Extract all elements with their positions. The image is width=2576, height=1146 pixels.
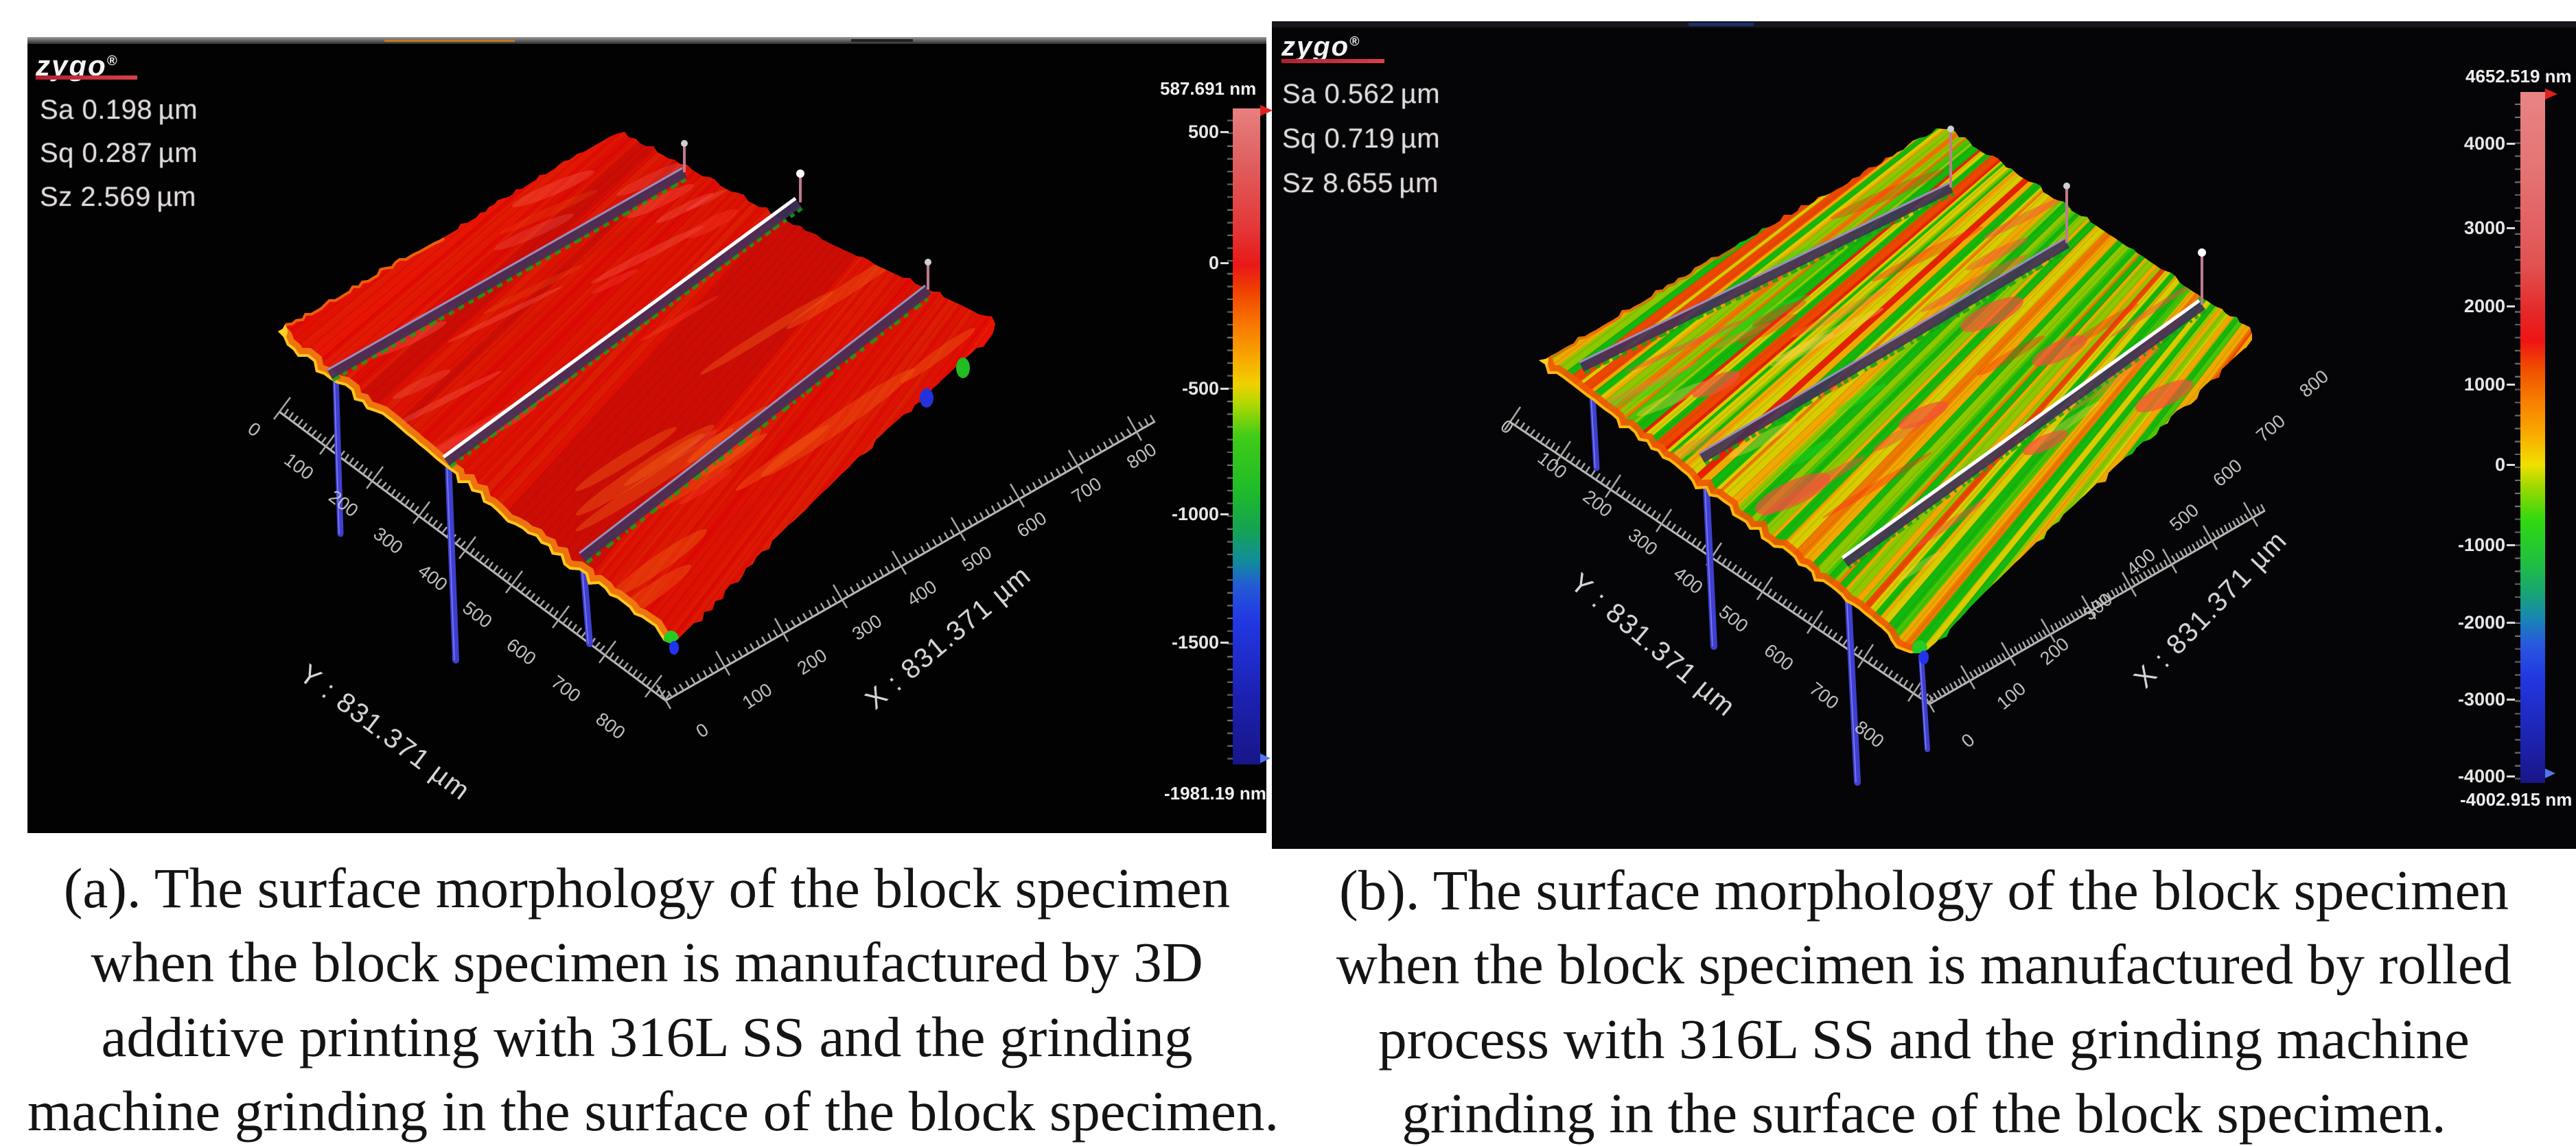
svg-text:0: 0 (1958, 729, 1979, 752)
svg-text:100: 100 (280, 449, 317, 484)
svg-text:500: 500 (1715, 601, 1752, 636)
svg-text:0: 0 (693, 719, 712, 742)
svg-text:500: 500 (958, 542, 995, 576)
svg-text:500: 500 (2166, 500, 2203, 535)
svg-text:400: 400 (1670, 563, 1707, 598)
svg-text:700: 700 (2252, 410, 2289, 446)
svg-text:600: 600 (1761, 640, 1798, 675)
svg-text:0: 0 (244, 418, 264, 441)
svg-text:500: 500 (459, 597, 496, 632)
svg-text:800: 800 (1123, 439, 1160, 473)
svg-text:0: 0 (1496, 415, 1517, 438)
svg-text:600: 600 (2209, 455, 2246, 491)
svg-text:100: 100 (1993, 678, 2030, 714)
svg-text:100: 100 (739, 679, 776, 714)
svg-text:300: 300 (2079, 589, 2116, 624)
svg-text:Y : 831.371 µm: Y : 831.371 µm (294, 659, 476, 806)
svg-text:200: 200 (793, 645, 831, 679)
svg-text:200: 200 (325, 486, 362, 521)
svg-text:600: 600 (502, 634, 539, 669)
svg-text:X : 831.371 µm: X : 831.371 µm (860, 560, 1037, 716)
svg-text:700: 700 (1068, 473, 1105, 508)
svg-text:600: 600 (1013, 508, 1050, 542)
svg-text:700: 700 (1806, 678, 1843, 713)
svg-text:300: 300 (369, 523, 406, 558)
svg-text:300: 300 (1625, 524, 1662, 559)
svg-text:X : 831.371 µm: X : 831.371 µm (2128, 525, 2293, 694)
svg-text:800: 800 (592, 708, 629, 743)
svg-text:700: 700 (547, 671, 584, 706)
svg-text:300: 300 (848, 611, 885, 645)
svg-text:400: 400 (903, 576, 940, 611)
svg-text:400: 400 (414, 560, 451, 595)
svg-text:100: 100 (1534, 447, 1571, 482)
svg-text:800: 800 (2295, 366, 2332, 401)
